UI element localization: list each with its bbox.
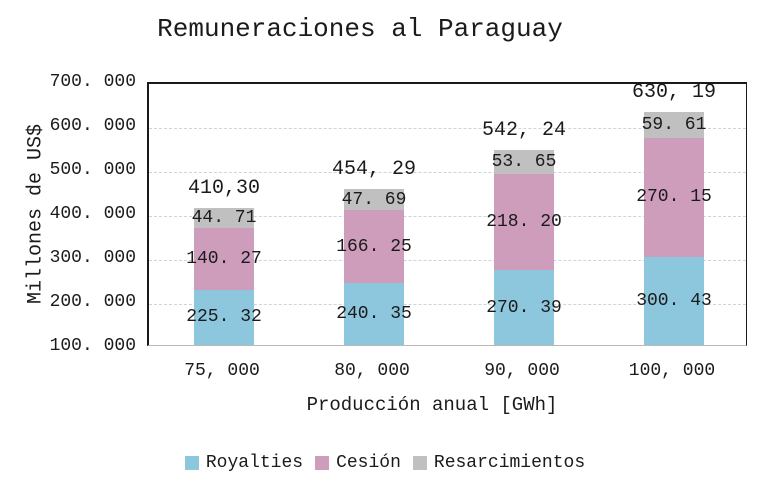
- y-tick-label-100: 100. 000: [49, 336, 136, 356]
- legend-swatch-icon: [315, 456, 330, 470]
- bar-2-total-label: 454, 29: [331, 158, 416, 182]
- bar-2-segment-royalties: 240. 35: [336, 283, 412, 345]
- legend-label: Royalties: [205, 453, 304, 473]
- bar-3-segment-royalties: 270. 39: [486, 270, 562, 345]
- gridline-500: [149, 172, 746, 173]
- legend-label: Cesión: [336, 453, 401, 473]
- legend-swatch-icon: [412, 456, 427, 470]
- gridline-400: [149, 216, 746, 217]
- y-tick-label-400: 400. 000: [49, 204, 136, 224]
- y-tick-label-700: 700. 000: [49, 72, 136, 92]
- x-tick-label-2: 80, 000: [334, 361, 410, 381]
- legend-item-royalties: Royalties: [184, 453, 304, 473]
- plot-area: 225. 32 140. 27 44. 71 410,30 240. 35 166. 25…: [147, 81, 747, 346]
- y-tick-label-600: 600. 000: [49, 116, 136, 136]
- gridline-200: [149, 304, 746, 305]
- y-tick-label-300: 300. 000: [49, 248, 136, 268]
- legend-swatch-icon: [184, 456, 199, 470]
- bar-1-total-label: 410,30: [187, 177, 260, 201]
- legend-label: Resarcimientos: [433, 453, 586, 473]
- y-tick-label-500: 500. 000: [49, 160, 136, 180]
- bar-4-segment-resarcimientos: 59. 61: [642, 111, 706, 138]
- x-tick-label-4: 100, 000: [628, 361, 716, 381]
- bar-4-segment-royalties: 300. 43: [636, 256, 712, 345]
- chart-title: Remuneraciones al Paraguay: [157, 14, 563, 44]
- legend-item-resarcimientos: Resarcimientos: [412, 453, 586, 473]
- gridline-600: [149, 128, 746, 129]
- bar-4-total-label: 630, 19: [631, 80, 716, 104]
- bar-3-segment-resarcimientos: 53. 65: [491, 150, 557, 175]
- gridline-300: [149, 260, 746, 261]
- bar-3-total-label: 542, 24: [481, 119, 566, 143]
- y-tick-label-200: 200. 000: [49, 292, 136, 312]
- bar-2-segment-resarcimientos: 47. 69: [341, 189, 407, 211]
- bar-1-segment-cesión: 140. 27: [186, 228, 262, 290]
- x-axis-title: Producción anual [GWh]: [306, 394, 558, 416]
- x-tick-label-1: 75, 000: [184, 361, 260, 381]
- bar-1-segment-royalties: 225. 32: [186, 289, 262, 345]
- x-tick-label-3: 90, 000: [484, 361, 560, 381]
- bar-4-segment-cesión: 270. 15: [636, 137, 712, 257]
- bar-2-segment-cesión: 166. 25: [336, 210, 412, 284]
- legend-item-cesión: Cesión: [315, 453, 401, 473]
- legend: Royalties Cesión Resarcimientos: [0, 453, 770, 473]
- bar-1-segment-resarcimientos: 44. 71: [191, 208, 257, 229]
- bar-3-segment-cesión: 218. 20: [486, 174, 562, 271]
